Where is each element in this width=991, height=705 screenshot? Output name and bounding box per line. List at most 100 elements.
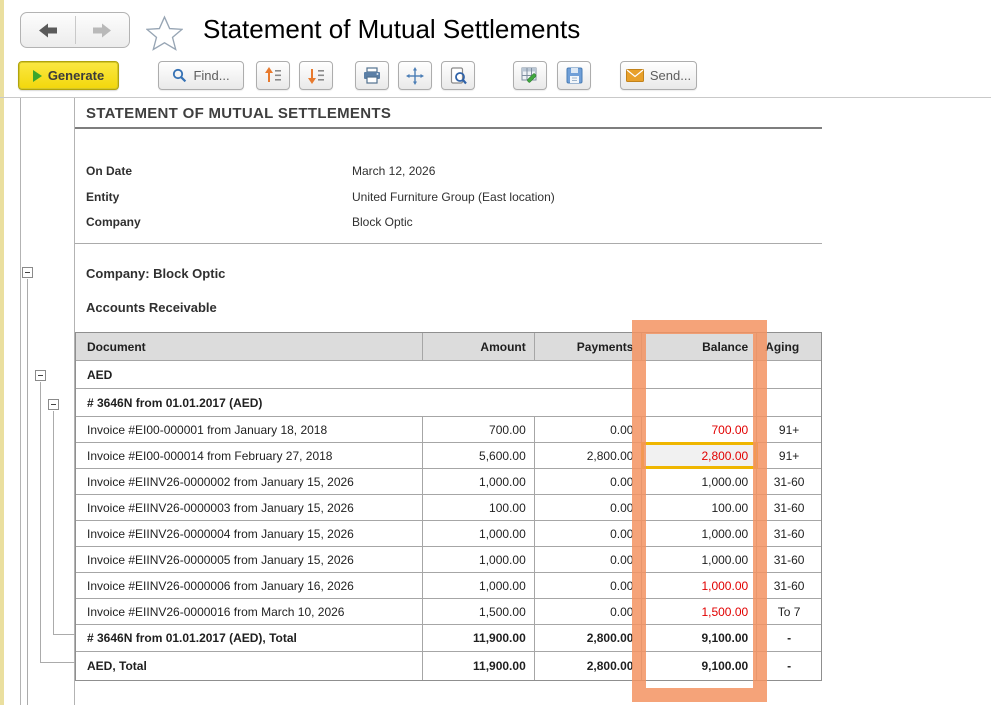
table-row: AED [76, 361, 821, 389]
cell-payments[interactable]: 0.00 [535, 599, 643, 624]
content-left-border [74, 98, 75, 705]
cross-arrows-icon [406, 66, 424, 85]
expand-groups-button[interactable] [299, 61, 333, 90]
save-button[interactable] [557, 61, 591, 90]
cell-aging[interactable]: - [787, 631, 792, 645]
cell-aging[interactable]: 91+ [778, 448, 800, 463]
cell-balance[interactable]: 1,000.00 [642, 521, 758, 546]
forward-arrow-icon [93, 23, 112, 37]
cell-amount[interactable]: 11,900.00 [423, 652, 535, 680]
collapse-box-level2[interactable] [35, 370, 46, 381]
cell-aging[interactable]: 31-60 [773, 474, 805, 489]
column-header-payments[interactable]: Payments [535, 333, 643, 360]
printer-icon [364, 67, 380, 84]
cell-aging[interactable]: 31-60 [773, 578, 805, 593]
favorite-star-button[interactable] [146, 15, 183, 52]
floppy-disk-icon [566, 67, 582, 84]
edit-table-button[interactable] [513, 61, 547, 90]
collapse-box-level1[interactable] [22, 267, 33, 278]
cell-aging[interactable]: 31-60 [773, 526, 805, 541]
print-button[interactable] [355, 61, 389, 90]
cell-balance[interactable]: 2,800.00 [642, 443, 758, 468]
cell-document[interactable]: Invoice #EIINV26-0000016 from March 10, … [76, 599, 424, 624]
cell-aging[interactable]: 31-60 [773, 552, 805, 567]
company-group-header: Company: Block Optic [86, 266, 226, 281]
tree-elbow-level2 [40, 662, 75, 663]
table-row: Invoice #EI00-000014 from February 27, 2… [76, 443, 821, 469]
cell-payments[interactable]: 2,800.00 [535, 652, 643, 680]
table-row: AED, Total 11,900.00 2,800.00 9,100.00 - [76, 652, 821, 680]
cell-amount[interactable]: 1,000.00 [423, 573, 535, 598]
cell-amount[interactable]: 1,500.00 [423, 599, 535, 624]
table-row: Invoice #EIINV26-0000004 from January 15… [76, 521, 821, 547]
cell-aging[interactable]: - [787, 659, 792, 673]
cell-payments[interactable]: 0.00 [535, 417, 643, 442]
cell-amount[interactable]: 700.00 [423, 417, 535, 442]
cell-balance[interactable]: 1,000.00 [642, 547, 758, 572]
tree-line-level1 [27, 279, 28, 705]
tree-line-level3 [53, 411, 54, 635]
cell-aging[interactable]: 91+ [778, 422, 800, 437]
forward-button[interactable] [76, 13, 130, 47]
send-button[interactable]: Send... [620, 61, 697, 90]
cell-document[interactable]: Invoice #EIINV26-0000003 from January 15… [76, 495, 424, 520]
page-setup-button[interactable] [398, 61, 432, 90]
cell-document[interactable]: # 3646N from 01.01.2017 (AED), Total [76, 625, 424, 651]
cell-balance[interactable]: 100.00 [642, 495, 758, 520]
cell-document[interactable]: Invoice #EI00-000001 from January 18, 20… [76, 417, 424, 442]
cell-payments[interactable]: 0.00 [535, 547, 643, 572]
toolbar-separator [0, 97, 991, 98]
find-button[interactable]: Find... [158, 61, 244, 90]
group-label-cell[interactable]: AED [76, 361, 758, 388]
table-row: # 3646N from 01.01.2017 (AED) [76, 389, 821, 417]
column-header-aging[interactable]: Aging [765, 339, 800, 354]
nav-button-group [20, 12, 130, 48]
cell-balance[interactable]: 1,000.00 [642, 573, 758, 598]
cell-amount[interactable]: 1,000.00 [423, 469, 535, 494]
cell-balance[interactable]: 700.00 [642, 417, 758, 442]
cell-amount[interactable]: 5,600.00 [423, 443, 535, 468]
field-value-company: Block Optic [352, 215, 413, 229]
generate-button[interactable]: Generate [18, 61, 119, 90]
field-label-company: Company [86, 215, 141, 229]
column-header-amount[interactable]: Amount [423, 333, 535, 360]
cell-document[interactable]: Invoice #EIINV26-0000006 from January 16… [76, 573, 424, 598]
section-header: Accounts Receivable [86, 300, 217, 315]
down-arrow-list-icon [308, 69, 324, 84]
report-title-underline [75, 127, 822, 129]
print-preview-button[interactable] [441, 61, 475, 90]
cell-payments[interactable]: 0.00 [535, 469, 643, 494]
back-button[interactable] [21, 13, 75, 47]
column-header-balance[interactable]: Balance [642, 333, 758, 360]
send-label: Send... [649, 68, 692, 83]
cell-document[interactable]: AED, Total [76, 652, 424, 680]
group-aging-cell[interactable] [757, 361, 821, 388]
cell-document[interactable]: Invoice #EIINV26-0000004 from January 15… [76, 521, 424, 546]
group-label-cell[interactable]: # 3646N from 01.01.2017 (AED) [76, 389, 758, 416]
cell-document[interactable]: Invoice #EIINV26-0000005 from January 15… [76, 547, 424, 572]
collapse-box-level3[interactable] [48, 399, 59, 410]
cell-payments[interactable]: 2,800.00 [535, 625, 643, 651]
cell-balance[interactable]: 1,000.00 [642, 469, 758, 494]
cell-amount[interactable]: 1,000.00 [423, 521, 535, 546]
cell-amount[interactable]: 11,900.00 [423, 625, 535, 651]
column-header-document[interactable]: Document [76, 333, 424, 360]
cell-aging[interactable]: To 7 [777, 604, 801, 619]
cell-balance[interactable]: 9,100.00 [642, 652, 758, 680]
cell-payments[interactable]: 0.00 [535, 573, 643, 598]
collapse-groups-button[interactable] [256, 61, 290, 90]
left-accent-strip [0, 0, 4, 705]
cell-amount[interactable]: 1,000.00 [423, 547, 535, 572]
cell-document[interactable]: Invoice #EIINV26-0000002 from January 15… [76, 469, 424, 494]
cell-document[interactable]: Invoice #EI00-000014 from February 27, 2… [76, 443, 424, 468]
cell-payments[interactable]: 0.00 [535, 495, 643, 520]
group-aging-cell[interactable] [757, 389, 821, 416]
cell-payments[interactable]: 2,800.00 [535, 443, 643, 468]
table-row: Invoice #EI00-000001 from January 18, 20… [76, 417, 821, 443]
cell-payments[interactable]: 0.00 [535, 521, 643, 546]
cell-aging[interactable]: 31-60 [773, 500, 805, 515]
cell-balance[interactable]: 1,500.00 [642, 599, 758, 624]
cell-amount[interactable]: 100.00 [423, 495, 535, 520]
table-row: Invoice #EIINV26-0000002 from January 15… [76, 469, 821, 495]
cell-balance[interactable]: 9,100.00 [642, 625, 758, 651]
